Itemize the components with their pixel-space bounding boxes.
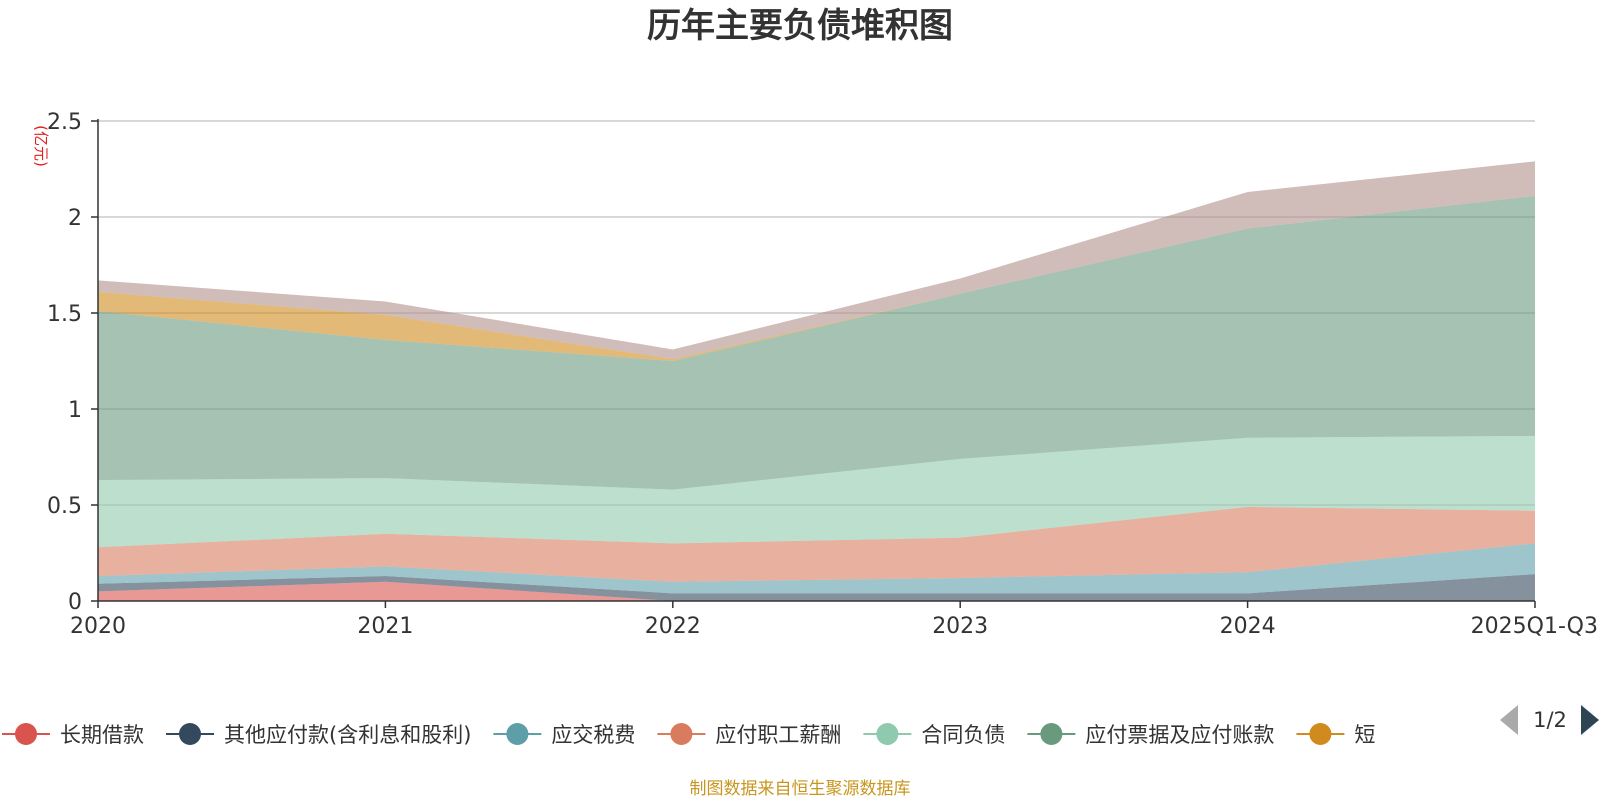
legend-label: 应付职工薪酬 [715, 723, 841, 747]
area-series[interactable] [98, 195, 1535, 490]
legend-item[interactable]: 应付职工薪酬 [657, 723, 841, 747]
y-tick-label: 0.5 [47, 494, 82, 519]
legend-item[interactable]: 合同负债 [863, 723, 1005, 747]
area-series[interactable] [98, 161, 1535, 360]
area-series[interactable] [98, 506, 1535, 582]
legend-items: 长期借款 其他应付款(含利息和股利) 应交税费 应付职工薪酬 合同负债 应付票据及应付账款… [2, 723, 1375, 747]
legend-label: 长期借款 [60, 723, 144, 747]
area-series[interactable] [98, 435, 1535, 548]
legend-item[interactable]: 其他应付款(含利息和股利) [166, 723, 471, 747]
area-series[interactable] [98, 581, 1535, 601]
legend-next-page-icon[interactable] [1581, 705, 1599, 735]
x-tick-label: 2024 [1220, 614, 1276, 639]
legend-page-indicator: 1/2 [1533, 708, 1567, 732]
y-tick-label: 1.5 [47, 302, 82, 327]
y-tick-label: 2 [68, 206, 82, 231]
legend-label: 应交税费 [551, 723, 635, 747]
legend-label: 合同负债 [921, 723, 1005, 747]
legend-label: 其他应付款(含利息和股利) [224, 723, 471, 747]
legend-circle-marker [506, 723, 529, 745]
legend-circle-marker [1040, 723, 1063, 745]
legend-circle-marker [15, 723, 37, 745]
y-tick-label: 1 [68, 398, 82, 423]
legend-circle-marker [876, 723, 899, 745]
legend-item[interactable]: 应付票据及应付账款 [1027, 723, 1274, 747]
legend-item[interactable]: 长期借款 [2, 723, 144, 747]
legend-circle-marker [1309, 723, 1332, 745]
chart-title: 历年主要负债堆积图 [647, 6, 953, 46]
legend-item[interactable]: 应交税费 [493, 723, 635, 747]
y-axis-unit-label: (亿元) [32, 125, 50, 167]
legend-label: 短 [1354, 723, 1375, 747]
legend-pager: 1/2 [1500, 705, 1599, 735]
y-tick-label: 0 [68, 590, 82, 615]
x-tick-label: 2025Q1-Q3 [1471, 614, 1598, 639]
legend-circle-marker [179, 723, 201, 745]
legend-item[interactable]: 短 [1296, 723, 1375, 747]
x-tick-label: 2021 [357, 614, 413, 639]
legend: 长期借款 其他应付款(含利息和股利) 应交税费 应付职工薪酬 合同负债 应付票据及应付账款… [2, 723, 1375, 747]
legend-prev-page-icon[interactable] [1500, 705, 1518, 735]
axes: 0 0.5 1 1.5 2 2.5 2020 2021 2022 2023 2024 2025Q1-Q… [47, 110, 1598, 639]
x-tick-label: 2022 [645, 614, 701, 639]
x-tick-label: 2020 [70, 614, 126, 639]
area-series[interactable] [98, 574, 1535, 601]
data-source-note: 制图数据来自恒生聚源数据库 [690, 779, 911, 799]
area-series-group [98, 161, 1535, 601]
legend-label: 应付票据及应付账款 [1085, 723, 1274, 747]
legend-circle-marker [670, 723, 693, 745]
y-tick-label: 2.5 [47, 110, 82, 135]
x-tick-label: 2023 [932, 614, 988, 639]
area-series[interactable] [98, 543, 1535, 594]
